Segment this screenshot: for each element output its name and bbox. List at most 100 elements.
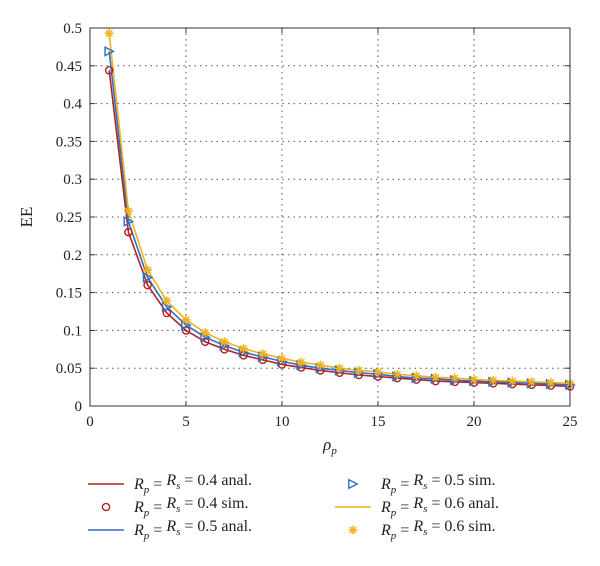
legend-label-part: R [133,499,144,516]
x-tick-label: 5 [182,414,190,430]
data-point-series-5 [507,376,517,386]
x-tick-label: 0 [86,414,94,430]
x-axis-label-subscript: p [330,445,337,457]
legend-label: Rp = Rs = 0.5 sim. [380,472,496,496]
data-point-series-5 [431,372,441,382]
legend-label-part: p [143,530,150,542]
legend-label-part: p [390,484,397,496]
data-point-series-5-stroke [489,376,497,384]
y-tick-label: 0.45 [56,59,82,75]
legend-label-part: p [390,530,397,542]
legend-label-part: R [380,476,391,493]
data-point-series-5 [469,375,479,385]
data-point-series-5 [335,363,345,373]
y-tick-label: 0 [75,399,83,415]
data-point-series-1 [143,280,152,290]
data-point-series-5-stroke [451,374,459,382]
data-point-series-1 [104,66,114,75]
legend-label-part: p [143,484,150,496]
legend-label-part: = 0.5 sim. [427,472,495,489]
legend-label-part: = 0.4 sim. [180,495,248,512]
legend-marker-swatch [348,478,359,490]
data-point-series-5-stroke [278,354,286,363]
legend-label-part: s [176,480,180,492]
data-point-series-5-stroke [105,29,113,37]
grid-lines [90,28,570,406]
legend-label-part: s [423,526,427,538]
y-tick-label: 0.05 [56,361,82,377]
data-point-series-5-stroke [412,372,421,380]
legend-label-part: s [423,480,427,492]
data-point-series-1 [124,227,133,237]
data-point-series-5-stroke [182,316,190,324]
legend-label-part: = [149,499,166,516]
legend-label-part: = 0.5 anal. [180,518,252,535]
data-point-series-5 [219,337,229,347]
legend-label-part: R [165,518,176,535]
data-point-series-5 [143,265,153,275]
data-point-series-5-stroke [393,370,401,378]
legend-label-part: = 0.4 anal. [180,472,252,489]
legend-label-part: s [176,503,180,515]
data-point-series-3 [142,272,154,283]
legend-entry: Rp = Rs = 0.5 sim. [348,472,496,496]
y-tick-label: 0.25 [56,210,82,226]
legend-label-part: p [390,507,397,519]
axis-ticks: 0 5 10 15 20 25 0 0.05 0.1 0.15 0.2 0.25 0.3 0.35 0.4 0… [56,21,578,430]
data-point-series-5-stroke [508,377,517,385]
legend-entry: Rp = Rs = 0.6 anal. [335,495,499,519]
data-point-series-5-stroke [470,375,478,384]
data-point-series-5-stroke [201,328,209,337]
x-tick-label: 20 [467,414,482,430]
data-point-series-5 [411,371,421,381]
legend-marker-swatch-stroke [349,526,357,534]
legend: Rp = Rs = 0.4 anal. Rp = Rs = 0.5 sim.Rp … [88,472,499,542]
legend-label-part: = [149,476,166,493]
data-point-series-5 [104,28,114,38]
legend-entry: Rp = Rs = 0.4 sim. [101,495,249,519]
data-point-series-5 [200,328,210,338]
data-point-series-5-stroke [335,364,344,372]
legend-label-part: R [380,499,391,516]
legend-label-part: = [396,499,413,516]
y-axis-label: EE [17,207,36,228]
legend-entry: Rp = Rs = 0.4 anal. [88,472,252,496]
data-point-series-5-stroke [163,297,171,305]
data-point-series-3 [123,216,135,227]
series-lines [108,33,571,388]
y-tick-label: 0.4 [63,97,82,113]
data-point-series-5-stroke [259,350,267,358]
data-point-series-5 [162,296,172,306]
data-point-series-5 [315,360,325,370]
y-tick-label: 0.1 [63,323,82,339]
legend-label-part: = [396,476,413,493]
legend-label-part: R [412,472,423,489]
data-point-series-5-stroke [220,338,229,346]
data-point-series-5 [181,315,191,325]
legend-label-part: s [423,503,427,515]
y-tick-label: 0.3 [63,172,82,188]
x-tick-label: 15 [371,414,386,430]
data-point-series-5 [527,377,537,387]
data-point-series-5-stroke [374,368,382,376]
legend-label: Rp = Rs = 0.4 sim. [133,495,249,519]
data-point-series-5 [277,353,287,363]
legend-label-part: R [412,495,423,512]
y-tick-label: 0.5 [63,21,82,37]
legend-label-part: = [396,522,413,539]
data-point-series-5-stroke [124,207,133,215]
legend-label: Rp = Rs = 0.6 sim. [380,518,496,542]
legend-label: Rp = Rs = 0.5 anal. [133,518,252,542]
data-point-series-5 [354,365,364,375]
legend-label: Rp = Rs = 0.6 anal. [380,495,499,519]
legend-label-part: R [165,495,176,512]
legend-entry: Rp = Rs = 0.5 anal. [88,518,252,542]
x-axis-label: ρp [322,435,337,457]
data-point-series-5-stroke [143,266,152,274]
legend-label-part: R [380,522,391,539]
data-point-series-5-stroke [547,378,555,387]
x-tick-label: 25 [563,414,578,430]
legend-label-part: = [149,522,166,539]
data-point-series-5 [450,373,460,383]
